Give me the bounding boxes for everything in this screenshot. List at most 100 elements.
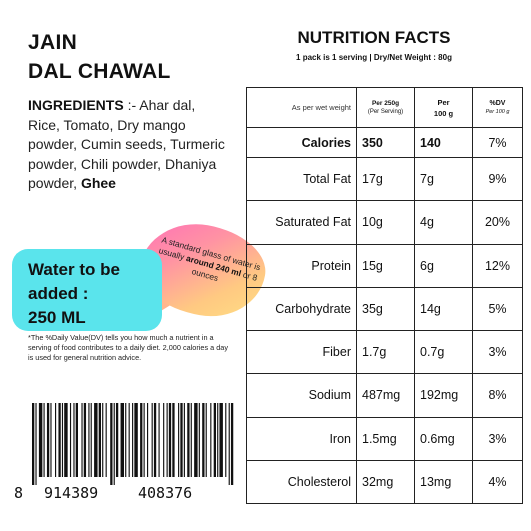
nutrition-row: Protein 15g 6g 12%: [246, 243, 523, 288]
ingredients-text: Ahar dal, Rice, Tomato, Dry mango powder…: [28, 97, 225, 191]
product-title-line1: JAIN: [28, 31, 78, 54]
barcode-bar: [110, 403, 113, 485]
nutrient-per-100g: 4g: [414, 200, 473, 245]
header-per-serving: Per 250g (Per Serving): [356, 87, 415, 128]
nutrient-per-serving: 35g: [356, 286, 415, 332]
barcode-bar: [143, 403, 145, 477]
header-dv-sub: Per 100 g: [485, 108, 510, 115]
nutrient-dv: 4%: [472, 459, 523, 505]
nutrient-name: Total Fat: [246, 156, 357, 202]
barcode-bar: [217, 403, 219, 477]
nutrient-per-100g: 13mg: [414, 459, 473, 505]
nutrient-per-serving: 32mg: [356, 459, 415, 505]
header-dv: %DV Per 100 g: [472, 87, 523, 128]
nutrition-row: Carbohydrate 35g 14g 5%: [246, 286, 523, 332]
barcode-bar: [219, 403, 223, 477]
water-line2: added :: [28, 284, 89, 303]
ingredients-separator: :-: [123, 97, 140, 113]
barcode-bar: [50, 403, 52, 477]
barcode-bar: [166, 403, 168, 477]
nutrient-per-serving: 1.5mg: [356, 416, 415, 461]
nutrient-name: Fiber: [246, 329, 357, 375]
nutrient-per-serving: 17g: [356, 156, 415, 202]
barcode-bar: [102, 403, 104, 477]
nutrient-dv: 7%: [472, 127, 523, 158]
barcode-bar: [43, 403, 45, 477]
nutrient-per-serving: 10g: [356, 200, 415, 245]
nutrition-row: Total Fat 17g 7g 9%: [246, 156, 523, 202]
barcode-bar: [202, 403, 205, 477]
barcode-bar: [88, 403, 90, 477]
barcode-bar: [210, 403, 212, 477]
barcode-bar: [46, 403, 50, 477]
header-per-100g: Per 100 g: [414, 87, 473, 128]
barcode-bar: [187, 403, 190, 477]
nutrition-header-row: As per wet weight Per 250g (Per Serving) …: [246, 87, 523, 128]
nutrient-dv: 3%: [472, 329, 523, 375]
barcode-bar: [94, 403, 98, 477]
barcode-bar: [105, 403, 107, 477]
nutrient-per-serving: 1.7g: [356, 329, 415, 375]
barcode-digit-first: 8: [14, 484, 24, 502]
nutrient-dv: 9%: [472, 156, 523, 202]
barcode-bar: [190, 403, 192, 477]
nutrient-per-100g: 0.6mg: [414, 416, 473, 461]
header-per-serving-main: Per 250g: [371, 99, 400, 107]
barcode-bar: [225, 403, 227, 477]
barcode-bar: [113, 403, 115, 485]
barcode-bar: [61, 403, 64, 477]
nutrient-dv: 5%: [472, 286, 523, 332]
nutrition-row: Sodium 487mg 192mg 8%: [246, 373, 523, 418]
barcode-bar: [153, 403, 157, 477]
nutrient-name: Calories: [246, 127, 357, 158]
barcode-bar: [172, 403, 175, 477]
nutrition-row: Fiber 1.7g 0.7g 3%: [246, 329, 523, 375]
barcode-group-left: 914389: [44, 484, 99, 502]
product-title-line2: DAL CHAWAL: [28, 60, 171, 83]
barcode-bar: [35, 403, 37, 485]
nutrition-row: Calories 350 140 7%: [246, 127, 523, 158]
barcode-digits: 8 914389 408376: [14, 484, 242, 531]
header-per-100g-line2: 100 g: [433, 108, 454, 118]
nutrient-per-100g: 0.7g: [414, 329, 473, 375]
barcode-bar: [58, 403, 61, 477]
barcode-bar: [38, 403, 43, 477]
barcode-bar: [128, 403, 130, 477]
barcode-bar: [205, 403, 207, 477]
nutrient-dv: 3%: [472, 416, 523, 461]
barcode-bar: [147, 403, 149, 477]
barcode-bar: [75, 403, 78, 477]
barcode-bar: [90, 403, 92, 477]
nutrition-facts-title: NUTRITION FACTS: [297, 28, 451, 47]
nutrient-per-100g: 6g: [414, 243, 473, 288]
barcode-bar: [230, 403, 234, 485]
water-callout: Water to be added : 250 ML: [12, 249, 162, 331]
ingredients-heading: INGREDIENTS: [28, 97, 124, 113]
nutrition-row: Iron 1.5mg 0.6mg 3%: [246, 416, 523, 461]
barcode-bar: [115, 403, 119, 477]
barcode-bar: [134, 403, 138, 477]
barcode-bar: [55, 403, 57, 477]
barcode-bar: [158, 403, 160, 477]
nutrient-name: Sodium: [246, 373, 357, 418]
water-amount: 250 ML: [28, 308, 86, 327]
barcode-bar: [69, 403, 72, 477]
barcode-bar: [83, 403, 87, 477]
barcode-bar: [198, 403, 200, 477]
barcode-bar: [140, 403, 143, 477]
barcode-bar: [163, 403, 165, 477]
barcode-bar: [168, 403, 172, 477]
barcode-bar: [125, 403, 127, 477]
barcode-group-right: 408376: [138, 484, 193, 502]
ingredients-block: INGREDIENTS :- Ahar dal, Rice, Tomato, D…: [28, 96, 228, 194]
barcode-bar: [178, 403, 180, 477]
nutrient-per-100g: 192mg: [414, 373, 473, 418]
nutrient-name: Protein: [246, 243, 357, 288]
header-per-serving-sub: (Per Serving): [367, 108, 404, 115]
product-title: JAIN DAL CHAWAL: [28, 28, 171, 86]
nutrient-name: Saturated Fat: [246, 200, 357, 245]
nutrient-dv: 20%: [472, 200, 523, 245]
barcode-bar: [120, 403, 124, 477]
water-line1: Water to be: [28, 260, 120, 279]
nutrient-per-serving: 350: [356, 127, 415, 158]
